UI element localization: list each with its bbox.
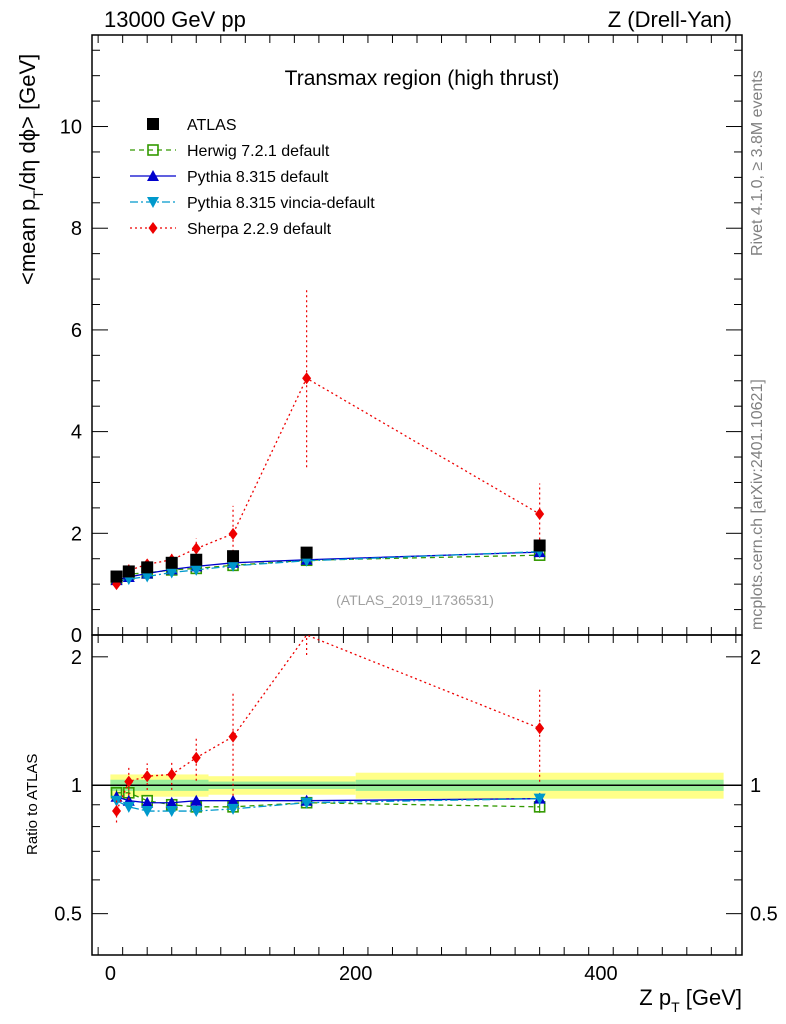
ratio-uncertainty-band: [92, 772, 742, 799]
y-tick-label: 10: [60, 117, 82, 139]
ratio-tick-label-left: 2: [71, 647, 82, 669]
y-tick-label: 2: [71, 523, 82, 545]
legend-label-herwig-7-2-1-default: Herwig 7.2.1 default: [187, 143, 330, 160]
main-point-sherpa-2-2-9-default: [302, 372, 312, 385]
main-point-pythia-8-315-vincia-default: [190, 564, 203, 576]
legend-label-sherpa-2-2-9-default: Sherpa 2.2.9 default: [187, 221, 332, 238]
mcplots-label: mcplots.cern.ch [arXiv:2401.10621]: [749, 379, 766, 630]
legend-marker-pythia-8-315-vincia-default: [147, 197, 159, 208]
ratio-point-pythia-8-315-vincia-default: [190, 806, 203, 818]
rivet-label: Rivet 4.1.0, ≥ 3.8M events: [749, 70, 766, 256]
ratio-point-sherpa-2-2-9-default: [167, 768, 177, 781]
legend-marker-pythia-8-315-default: [147, 170, 159, 181]
legend-marker-herwig-7-2-1-default: [147, 144, 159, 156]
main-point-sherpa-2-2-9-default: [535, 507, 545, 520]
ratio-tick-label-right: 0.5: [750, 904, 778, 926]
main-point-atlas: [533, 539, 546, 552]
main-point-atlas: [165, 556, 178, 569]
main-point-atlas: [300, 546, 313, 559]
ratio-point-sherpa-2-2-9-default: [112, 805, 122, 818]
ratio-point-pythia-8-315-vincia-default: [141, 806, 154, 818]
header-left: 13000 GeV pp: [104, 7, 246, 32]
legend-label-atlas: ATLAS: [187, 117, 237, 134]
ratio-point-pythia-8-315-vincia-default: [122, 801, 135, 813]
main-point-pythia-8-315-vincia-default: [227, 560, 240, 572]
y-tick-label: 6: [71, 320, 82, 342]
ratio-point-pythia-8-315-default: [227, 794, 240, 806]
header-right: Z (Drell-Yan): [608, 7, 732, 32]
ratio-point-pythia-8-315-vincia-default: [533, 793, 546, 805]
x-axis-label-main: Z p: [639, 985, 671, 1010]
main-point-atlas: [190, 553, 203, 566]
y-axis-label: <mean pT/dη dϕ> [GeV]: [15, 54, 46, 285]
ratio-point-pythia-8-315-vincia-default: [165, 806, 178, 818]
main-point-pythia-8-315-vincia-default: [165, 567, 178, 579]
chart-title: Transmax region (high thrust): [285, 67, 560, 90]
ratio-point-sherpa-2-2-9-default: [535, 722, 545, 735]
ratio-point-sherpa-2-2-9-default: [228, 730, 238, 743]
legend-label-pythia-8-315-vincia-default: Pythia 8.315 vincia-default: [187, 195, 375, 212]
legend-label-pythia-8-315-default: Pythia 8.315 default: [187, 169, 329, 186]
legend-marker-atlas: [147, 118, 159, 130]
main-series: [110, 289, 546, 591]
ratio-point-sherpa-2-2-9-default: [191, 751, 201, 764]
main-point-sherpa-2-2-9-default: [228, 527, 238, 540]
main-point-atlas: [122, 565, 135, 578]
x-axis-label-unit: [GeV]: [680, 985, 742, 1010]
ratio-point-pythia-8-315-default: [190, 794, 203, 806]
y-tick-label: 4: [71, 422, 82, 444]
y-axis-label-sub: T: [30, 190, 46, 199]
legend-marker-sherpa-2-2-9-default: [148, 222, 158, 234]
ratio-point-pythia-8-315-vincia-default: [300, 797, 313, 809]
main-line-sherpa-2-2-9-default: [116, 377, 540, 585]
ratio-point-sherpa-2-2-9-default: [124, 775, 134, 788]
main-point-atlas: [110, 570, 123, 583]
main-point-sherpa-2-2-9-default: [191, 542, 201, 555]
ratio-tick-label-left: 0.5: [54, 904, 82, 926]
ratio-line-pythia-8-315-vincia-default: [116, 798, 540, 812]
ratio-point-pythia-8-315-default: [165, 796, 178, 808]
x-axis-label: Z pT [GeV]: [639, 985, 742, 1015]
ratio-tick-label-left: 1: [71, 775, 82, 797]
x-tick-label: 200: [339, 963, 372, 985]
ratio-point-sherpa-2-2-9-default: [142, 770, 152, 783]
x-tick-label: 0: [105, 963, 116, 985]
analysis-tag: (ATLAS_2019_I1736531): [336, 592, 494, 608]
y-tick-label: 8: [71, 218, 82, 240]
axis-ticks: [92, 35, 742, 956]
x-axis-label-sub: T: [671, 999, 680, 1015]
y-axis-label-part2: /dη dϕ> [GeV]: [15, 54, 40, 190]
main-line-pythia-8-315-vincia-default: [116, 550, 540, 583]
main-point-atlas: [227, 550, 240, 563]
ratio-tick-label-right: 1: [750, 775, 761, 797]
x-tick-label: 400: [584, 963, 617, 985]
ratio-y-axis-label: Ratio to ATLAS: [24, 754, 41, 855]
main-point-pythia-8-315-vincia-default: [141, 571, 154, 583]
y-axis-label-part1: <mean p: [15, 199, 40, 285]
main-point-atlas: [141, 561, 154, 574]
legend: ATLAS Herwig 7.2.1 default Pythia 8.315 de…: [130, 117, 375, 238]
ratio-series: [110, 634, 546, 823]
ratio-point-pythia-8-315-vincia-default: [227, 803, 240, 815]
ratio-tick-label-right: 2: [750, 647, 761, 669]
y-tick-label: 0: [71, 625, 82, 647]
ratio-point-pythia-8-315-default: [141, 796, 154, 808]
